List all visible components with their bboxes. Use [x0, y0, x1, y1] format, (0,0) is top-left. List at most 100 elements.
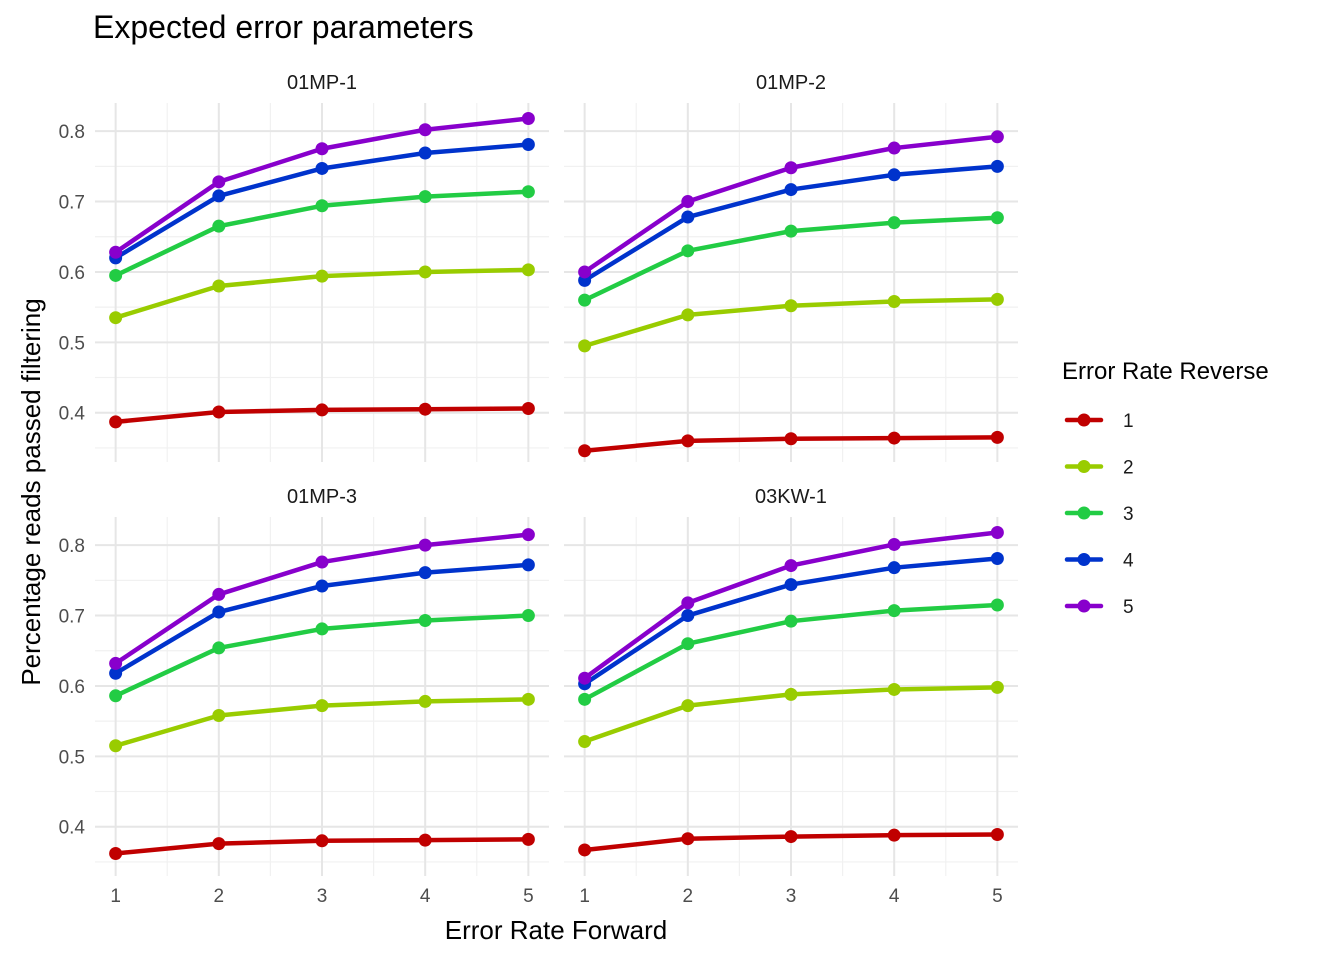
data-point-2 [109, 739, 123, 753]
x-tick-label: 2 [214, 886, 225, 907]
data-point-1 [887, 828, 901, 842]
data-point-1 [212, 405, 226, 419]
facet-panel: 03KW-1 1 2 3 4 5 [564, 486, 1018, 907]
data-point-2 [887, 295, 901, 309]
data-point-3 [990, 598, 1004, 612]
data-point-1 [521, 402, 535, 416]
data-point-5 [681, 596, 695, 610]
x-tick-label: 2 [683, 886, 694, 907]
y-tick-label: 0.7 [59, 607, 85, 628]
data-point-2 [578, 339, 592, 353]
data-point-4 [990, 159, 1004, 173]
data-point-2 [315, 699, 329, 713]
data-point-1 [578, 843, 592, 857]
data-point-4 [212, 189, 226, 203]
legend-label: 3 [1123, 504, 1134, 525]
data-point-4 [212, 605, 226, 619]
data-point-3 [681, 244, 695, 258]
legend-label: 1 [1123, 411, 1134, 432]
data-point-2 [681, 308, 695, 322]
data-point-3 [578, 692, 592, 706]
data-point-3 [521, 609, 535, 623]
legend-title: Error Rate Reverse [1062, 358, 1269, 385]
y-tick-label: 0.7 [59, 193, 85, 214]
data-point-4 [521, 558, 535, 572]
legend-label: 2 [1123, 458, 1134, 479]
data-point-1 [212, 837, 226, 851]
data-point-5 [212, 587, 226, 601]
x-tick-label: 3 [317, 886, 328, 907]
data-point-3 [418, 190, 432, 204]
data-point-1 [784, 432, 798, 446]
data-point-4 [315, 579, 329, 593]
x-tick-label: 1 [110, 886, 121, 907]
data-point-5 [418, 123, 432, 137]
x-tick-label: 4 [420, 886, 431, 907]
legend-label: 4 [1123, 551, 1134, 572]
data-point-4 [887, 168, 901, 182]
data-point-5 [887, 537, 901, 551]
facet-label: 03KW-1 [755, 486, 827, 508]
data-point-2 [990, 292, 1004, 306]
data-point-3 [521, 185, 535, 199]
data-point-5 [578, 671, 592, 685]
data-point-2 [521, 263, 535, 277]
y-tick-label: 0.5 [59, 333, 85, 354]
data-point-3 [109, 268, 123, 282]
y-tick-label: 0.5 [59, 747, 85, 768]
data-point-5 [887, 141, 901, 155]
legend-entry: 3 [1064, 504, 1134, 525]
data-point-5 [681, 195, 695, 209]
data-point-4 [418, 566, 432, 580]
data-point-4 [990, 552, 1004, 566]
data-point-1 [887, 431, 901, 445]
data-point-3 [990, 211, 1004, 225]
data-point-5 [521, 528, 535, 542]
chart-title: Expected error parameters [93, 9, 474, 45]
data-point-5 [990, 525, 1004, 539]
legend-label: 5 [1123, 597, 1134, 618]
data-point-1 [681, 434, 695, 448]
data-point-1 [521, 832, 535, 846]
data-point-1 [109, 846, 123, 860]
facet-label: 01MP-2 [756, 72, 826, 94]
x-tick-label: 1 [579, 886, 590, 907]
data-point-5 [521, 111, 535, 125]
y-tick-label: 0.6 [59, 677, 85, 698]
data-point-1 [990, 430, 1004, 444]
x-tick-label: 5 [992, 886, 1003, 907]
data-point-1 [784, 830, 798, 844]
data-point-3 [784, 614, 798, 628]
legend-key-point [1077, 460, 1091, 473]
data-point-2 [212, 279, 226, 293]
y-tick-label: 0.8 [59, 536, 85, 557]
data-point-2 [784, 687, 798, 701]
data-point-3 [212, 219, 226, 233]
data-point-1 [578, 444, 592, 458]
facet-panel: 01MP-1 0.4 0.5 0.6 0.7 0.8 [59, 72, 549, 462]
facet-panels: 01MP-10.40.50.60.70.801MP-201MP-30.40.50… [59, 72, 1018, 907]
data-point-1 [109, 415, 123, 429]
data-point-2 [784, 299, 798, 313]
data-point-3 [784, 224, 798, 238]
x-tick-label: 5 [523, 886, 534, 907]
data-point-2 [109, 311, 123, 325]
data-point-4 [418, 146, 432, 160]
data-point-2 [990, 680, 1004, 694]
data-point-4 [521, 138, 535, 152]
data-point-5 [784, 559, 798, 573]
legend-key-point [1077, 413, 1091, 427]
data-point-3 [578, 293, 592, 307]
data-point-4 [887, 561, 901, 575]
legend-entry: 5 [1064, 597, 1134, 618]
data-point-2 [578, 735, 592, 749]
y-axis-title: Percentage reads passed filtering [16, 298, 46, 685]
data-point-3 [315, 199, 329, 213]
data-point-2 [315, 269, 329, 283]
data-point-3 [418, 613, 432, 627]
data-point-3 [109, 689, 123, 703]
facet-label: 01MP-3 [287, 486, 357, 508]
data-point-5 [315, 142, 329, 156]
data-point-5 [418, 538, 432, 552]
